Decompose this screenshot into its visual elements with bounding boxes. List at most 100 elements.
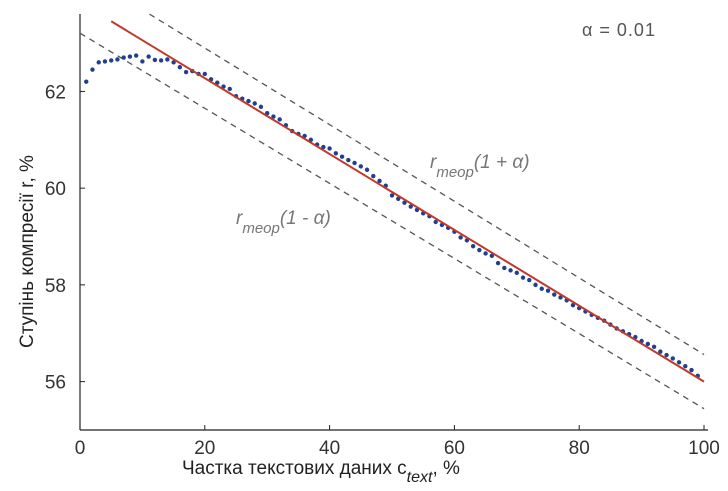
data-point xyxy=(271,114,276,119)
data-point xyxy=(302,133,307,139)
upper-bound-label-tail: (1 + α) xyxy=(474,152,530,173)
data-point xyxy=(502,265,507,271)
lower-bound-line xyxy=(79,32,705,410)
bound-lines xyxy=(79,13,705,410)
x-tick-label: 20 xyxy=(194,438,215,459)
data-point xyxy=(277,117,282,122)
x-tick-label: 80 xyxy=(569,438,590,459)
upper-bound-label-main: r xyxy=(430,152,437,173)
y-ticks: 56 58 60 62 xyxy=(45,82,85,394)
data-point xyxy=(458,235,463,240)
lower-bound-label-main: r xyxy=(236,208,243,229)
data-point xyxy=(177,65,183,70)
y-tick-label: 62 xyxy=(45,82,66,103)
data-point xyxy=(90,67,95,72)
upper-bound-label-sub: теор xyxy=(436,164,474,181)
data-point xyxy=(252,101,257,106)
data-point xyxy=(121,55,126,60)
data-point xyxy=(246,98,251,104)
x-tick-label: 0 xyxy=(75,438,86,459)
data-point xyxy=(327,146,332,151)
data-point xyxy=(408,204,413,209)
y-axis-label-tail: , % xyxy=(17,155,38,183)
data-point xyxy=(171,60,176,65)
x-axis-label-sub: text xyxy=(407,469,433,486)
upper-bound-line xyxy=(149,13,705,356)
data-point xyxy=(202,71,207,77)
x-axis-label: Частка текстових даних ctext, % xyxy=(182,458,460,486)
data-point xyxy=(183,69,189,75)
data-point xyxy=(321,144,326,150)
data-point xyxy=(227,86,232,92)
data-point xyxy=(520,275,526,280)
data-point xyxy=(84,79,89,84)
data-point xyxy=(346,157,351,163)
x-tick-label: 60 xyxy=(444,438,465,459)
data-point xyxy=(527,277,532,283)
y-tick-label: 56 xyxy=(45,373,66,394)
data-point xyxy=(433,219,438,225)
y-axis-label: Ступінь компресії r, % xyxy=(17,155,38,348)
data-point xyxy=(495,260,501,266)
y-tick-label: 60 xyxy=(45,179,66,200)
lower-bound-label-tail: (1 - α) xyxy=(280,208,331,229)
data-point xyxy=(96,60,101,65)
data-point xyxy=(396,196,401,201)
data-point xyxy=(402,200,407,205)
data-point xyxy=(689,367,694,373)
upper-bound-label: rтеор(1 + α) xyxy=(430,152,530,181)
data-point xyxy=(533,282,538,288)
data-point xyxy=(165,57,170,62)
data-point xyxy=(152,57,158,63)
data-point xyxy=(539,286,544,291)
data-point xyxy=(552,292,557,297)
data-point xyxy=(664,352,669,358)
alpha-annotation: α = 0.01 xyxy=(582,20,656,40)
data-point xyxy=(158,58,164,63)
data-point xyxy=(558,295,563,300)
data-point xyxy=(508,268,513,273)
data-point xyxy=(258,104,264,110)
data-point xyxy=(651,344,657,349)
data-point xyxy=(215,80,220,85)
data-point xyxy=(545,288,551,293)
y-tick-label: 58 xyxy=(45,276,66,297)
data-points xyxy=(84,53,700,379)
data-point xyxy=(115,57,120,62)
data-point xyxy=(140,59,145,64)
data-point xyxy=(489,253,495,259)
data-point xyxy=(109,58,114,63)
theory-line xyxy=(110,20,705,383)
lower-bound-label: rтеор(1 - α) xyxy=(236,208,331,237)
data-point xyxy=(658,349,663,354)
x-ticks: 0 20 40 60 80 100 xyxy=(75,425,720,459)
data-point xyxy=(470,243,476,249)
axes xyxy=(79,14,708,431)
lower-bound-label-sub: теор xyxy=(242,220,280,237)
data-point xyxy=(364,167,370,172)
data-point xyxy=(514,270,519,275)
data-point xyxy=(146,54,151,59)
data-point xyxy=(352,160,357,166)
data-point xyxy=(676,360,682,365)
data-point xyxy=(358,164,363,169)
x-axis-label-tail: , % xyxy=(432,458,460,479)
data-point xyxy=(221,84,226,89)
data-point xyxy=(339,154,345,159)
data-point xyxy=(333,151,339,156)
data-point xyxy=(670,356,675,361)
data-point xyxy=(477,247,482,253)
data-point xyxy=(483,251,488,256)
data-point xyxy=(645,341,651,347)
data-point xyxy=(377,178,382,184)
x-tick-label: 100 xyxy=(688,438,720,459)
data-point xyxy=(389,193,395,198)
data-point xyxy=(102,59,108,64)
data-point xyxy=(570,303,576,308)
data-point xyxy=(133,53,139,58)
y-axis-label-main: Ступінь компресії r xyxy=(17,181,38,348)
data-point xyxy=(683,363,688,369)
x-tick-label: 40 xyxy=(319,438,340,459)
data-point xyxy=(127,54,133,59)
